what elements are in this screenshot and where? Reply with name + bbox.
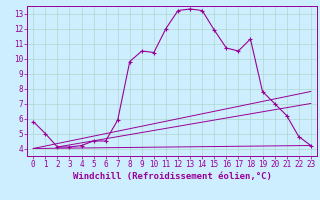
X-axis label: Windchill (Refroidissement éolien,°C): Windchill (Refroidissement éolien,°C) xyxy=(73,172,271,181)
